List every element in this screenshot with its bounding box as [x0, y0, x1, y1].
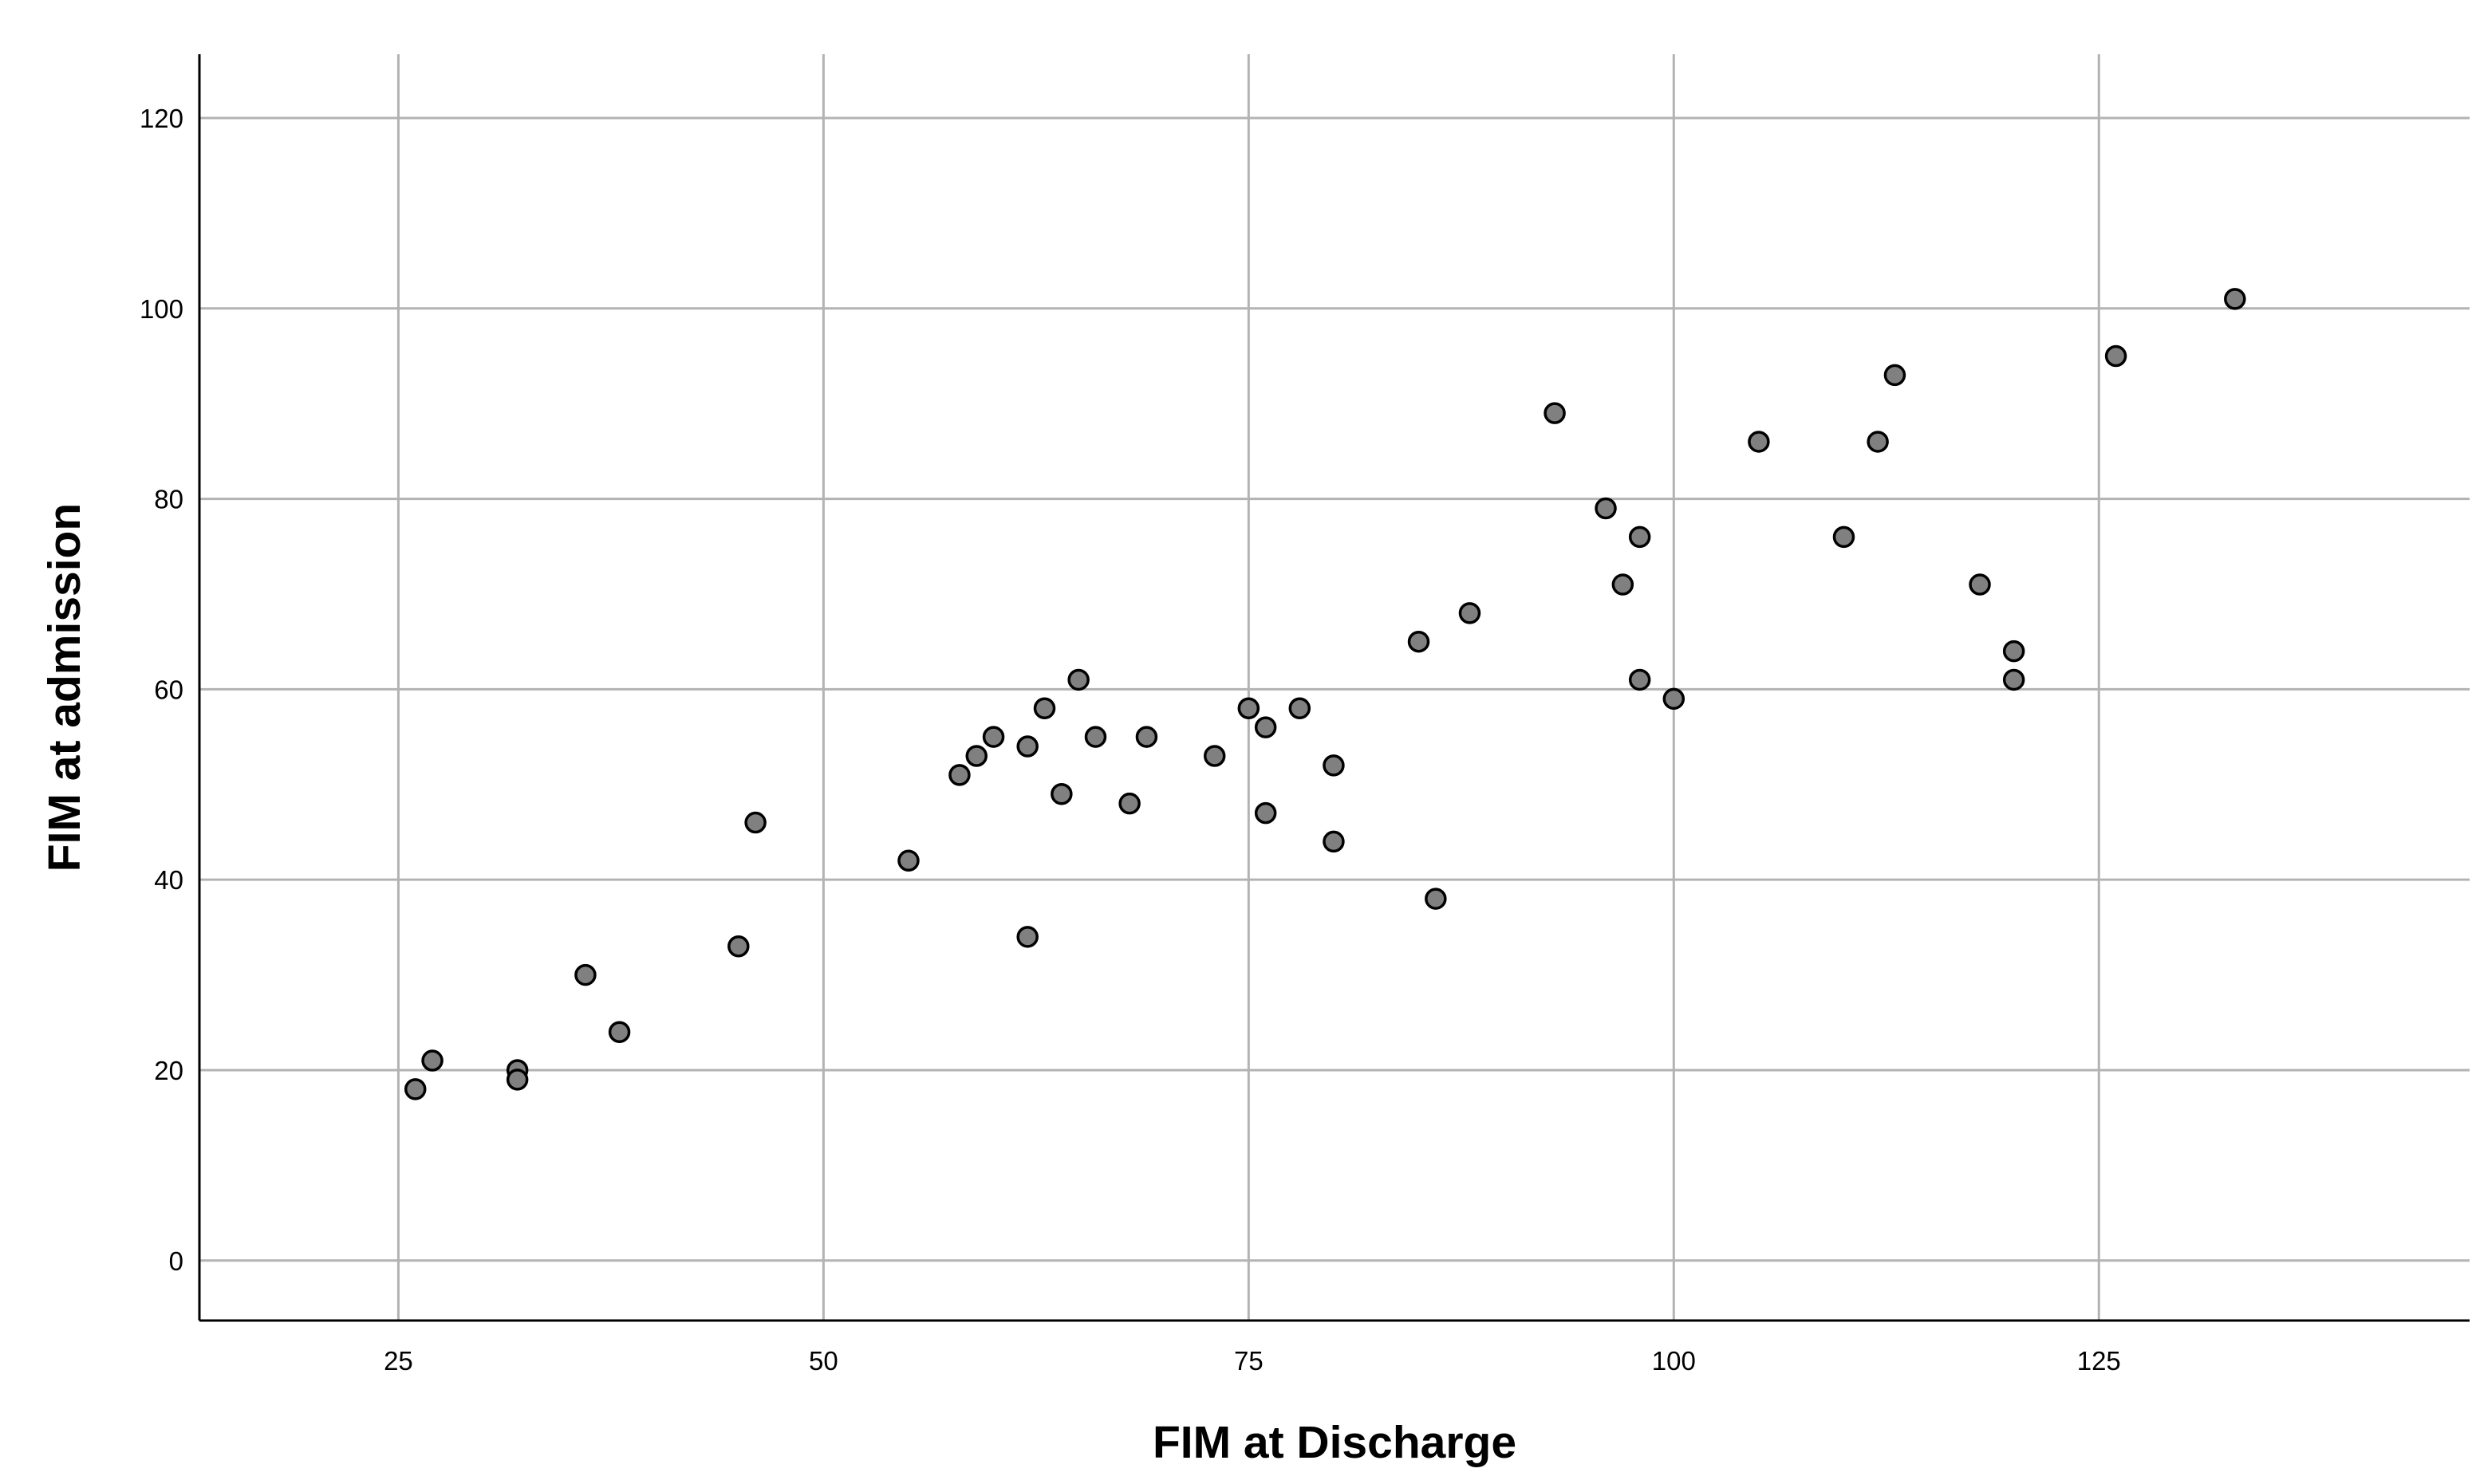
tick-labels: 25 50 75 100 125 0 20 40 60 80 100 120: [140, 104, 2121, 1376]
y-tick-label: 60: [154, 675, 183, 704]
data-point: [1832, 526, 1855, 549]
data-point: [1544, 402, 1566, 424]
data-point: [982, 726, 1005, 748]
data-point: [1883, 364, 1906, 387]
y-tick-label: 20: [154, 1056, 183, 1085]
data-point: [1237, 697, 1260, 720]
data-point: [2104, 344, 2127, 368]
data-point: [2224, 288, 2246, 310]
y-tick-label: 100: [140, 294, 183, 324]
data-point: [404, 1078, 427, 1100]
data-point: [727, 935, 750, 958]
y-tick-label: 120: [140, 104, 183, 133]
data-point: [948, 764, 971, 786]
data-point: [1595, 497, 1617, 520]
data-point: [1016, 926, 1039, 948]
data-point: [1662, 687, 1685, 711]
data-point: [1407, 630, 1430, 653]
data-point: [1051, 782, 1073, 805]
data-points: [404, 288, 2246, 1100]
y-tick-label: 40: [154, 865, 183, 895]
data-point: [1611, 573, 1634, 596]
data-point: [1067, 668, 1090, 691]
y-tick-label: 80: [154, 485, 183, 514]
data-point: [1323, 754, 1345, 777]
data-point: [897, 849, 920, 872]
x-tick-label: 100: [1652, 1346, 1696, 1376]
data-point: [1254, 716, 1277, 738]
grid: [199, 54, 2470, 1321]
data-point: [1084, 726, 1107, 748]
data-point: [574, 963, 597, 986]
data-point: [1118, 792, 1141, 815]
data-point: [744, 811, 767, 834]
axes: [198, 54, 2470, 1322]
data-point: [2002, 640, 2025, 663]
data-point: [1203, 745, 1226, 767]
data-point: [1458, 602, 1481, 624]
data-point: [965, 745, 988, 767]
data-point: [1969, 573, 1991, 596]
x-tick-label: 50: [809, 1346, 838, 1376]
x-tick-label: 125: [2077, 1346, 2121, 1376]
data-point: [1016, 735, 1039, 758]
data-point: [1628, 526, 1651, 549]
y-tick-label: 0: [169, 1246, 183, 1276]
data-point: [1135, 726, 1158, 748]
data-point: [421, 1049, 444, 1072]
data-point: [506, 1069, 529, 1091]
x-tick-label: 75: [1234, 1346, 1264, 1376]
data-point: [1323, 830, 1345, 853]
data-point: [1425, 888, 1447, 910]
y-axis-title: FIM at admission: [39, 503, 90, 872]
data-point: [608, 1021, 631, 1043]
x-axis-title: FIM at Discharge: [1153, 1417, 1516, 1468]
data-point: [1628, 668, 1651, 691]
data-point: [1867, 431, 1889, 453]
data-point: [2002, 668, 2025, 691]
data-point: [1254, 801, 1277, 825]
data-point: [1033, 697, 1056, 720]
x-tick-label: 25: [384, 1346, 413, 1376]
data-point: [1748, 431, 1770, 453]
data-point: [1288, 697, 1311, 720]
